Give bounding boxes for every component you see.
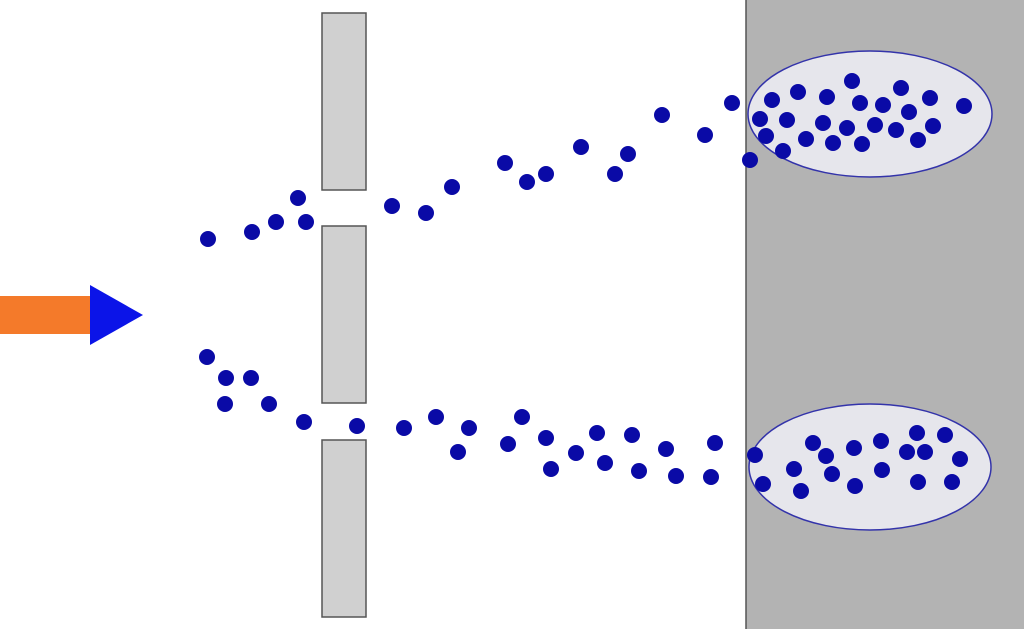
particle-dot-icon [854,136,870,152]
particles [199,73,972,499]
particle-dot-icon [925,118,941,134]
particle-dot-icon [597,455,613,471]
particle-dot-icon [944,474,960,490]
particle-dot-icon [298,214,314,230]
particle-dot-icon [742,152,758,168]
particle-dot-icon [654,107,670,123]
particle-dot-icon [956,98,972,114]
particle-dot-icon [268,214,284,230]
particle-dot-icon [937,427,953,443]
particle-dot-icon [893,80,909,96]
particle-dot-icon [901,104,917,120]
particle-dot-icon [844,73,860,89]
particle-dot-icon [668,468,684,484]
particle-dot-icon [805,435,821,451]
particle-dot-icon [707,435,723,451]
particle-dot-icon [568,445,584,461]
particle-dot-icon [218,370,234,386]
particle-dot-icon [910,474,926,490]
particle-dot-icon [296,414,312,430]
particle-dot-icon [217,396,233,412]
particle-dot-icon [846,440,862,456]
particle-dot-icon [514,409,530,425]
particle-dot-icon [790,84,806,100]
barrier-segment-middle [321,225,367,404]
particle-dot-icon [497,155,513,171]
particle-dot-icon [798,131,814,147]
particle-dot-icon [620,146,636,162]
particle-dot-icon [261,396,277,412]
particle-dot-icon [747,447,763,463]
particle-dot-icon [825,135,841,151]
particle-dot-icon [775,143,791,159]
particle-dot-icon [538,430,554,446]
particle-dot-icon [607,166,623,182]
particle-dot-icon [519,174,535,190]
particle-dot-icon [899,444,915,460]
particle-dot-icon [631,463,647,479]
particle-dot-icon [538,166,554,182]
particle-dot-icon [922,90,938,106]
source-arrow [0,285,143,345]
barrier-segment-top [321,12,367,191]
particle-dot-icon [819,89,835,105]
particle-dot-icon [786,461,802,477]
particle-dot-icon [244,224,260,240]
particle-dot-icon [779,112,795,128]
particle-dot-icon [349,418,365,434]
particle-dot-icon [839,120,855,136]
particle-dot-icon [910,132,926,148]
particle-dot-icon [852,95,868,111]
particle-dot-icon [818,448,834,464]
particle-dot-icon [909,425,925,441]
particle-dot-icon [658,441,674,457]
particle-dot-icon [290,190,306,206]
particle-dot-icon [875,97,891,113]
particle-dot-icon [847,478,863,494]
particle-dot-icon [199,349,215,365]
particle-dot-icon [758,128,774,144]
particle-dot-icon [764,92,780,108]
particle-dot-icon [755,476,771,492]
particle-dot-icon [200,231,216,247]
particle-dot-icon [500,436,516,452]
particle-dot-icon [888,122,904,138]
particle-dot-icon [450,444,466,460]
arrow-right-icon [90,285,143,345]
particle-dot-icon [815,115,831,131]
impact-cluster-lower [748,403,992,531]
particle-dot-icon [873,433,889,449]
arrow-shaft [0,296,94,334]
barrier-segment-bottom [321,439,367,618]
particle-dot-icon [824,466,840,482]
particle-dot-icon [752,111,768,127]
particle-dot-icon [444,179,460,195]
particle-dot-icon [724,95,740,111]
particle-dot-icon [589,425,605,441]
particle-dot-icon [418,205,434,221]
particle-dot-icon [573,139,589,155]
particle-dot-icon [952,451,968,467]
particle-dot-icon [874,462,890,478]
particle-dot-icon [624,427,640,443]
slit-barrier [321,12,367,618]
particle-dot-icon [428,409,444,425]
particle-dot-icon [917,444,933,460]
particle-dot-icon [243,370,259,386]
particle-dot-icon [867,117,883,133]
particle-dot-icon [697,127,713,143]
particle-dot-icon [703,469,719,485]
particle-dot-icon [396,420,412,436]
particle-dot-icon [461,420,477,436]
particle-dot-icon [543,461,559,477]
particle-dot-icon [793,483,809,499]
particle-dot-icon [384,198,400,214]
